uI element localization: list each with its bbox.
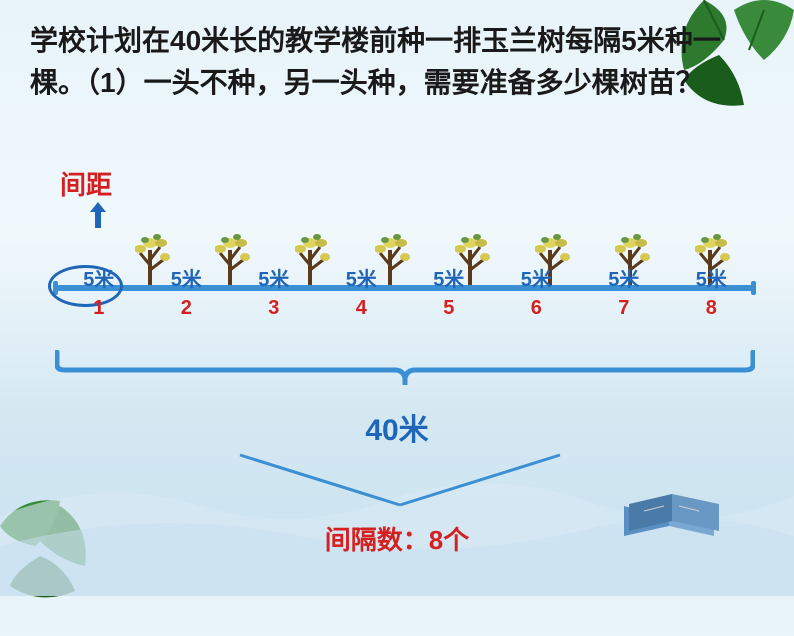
interval-value: 5米 [143,263,231,292]
interval-distance-label: 间距 [60,165,112,202]
count-labels-row: 12345678 [55,297,755,320]
triangle-bracket [230,450,570,510]
total-length-label: 40米 [0,405,794,449]
count-value: 8 [668,297,756,320]
bracket-total [55,350,755,390]
interval-count-label: 间隔数：8个 [0,520,794,557]
count-value: 6 [493,297,581,320]
interval-value: 5米 [668,263,756,292]
interval-value: 5米 [318,263,406,292]
count-value: 5 [405,297,493,320]
count-value: 3 [230,297,318,320]
interval-value: 5米 [55,263,143,292]
interval-value: 5米 [580,263,668,292]
interval-value: 5米 [405,263,493,292]
count-value: 1 [55,297,143,320]
problem-text: 学校计划在40米长的教学楼前种一排玉兰树每隔5米种一棵。（1）一头不种，另一头种… [30,20,764,104]
interval-value: 5米 [230,263,318,292]
interval-labels-row: 5米5米5米5米5米5米5米5米 [55,263,755,292]
count-value: 7 [580,297,668,320]
tree-diagram: 5米5米5米5米5米5米5米5米 12345678 [40,225,760,345]
count-value: 4 [318,297,406,320]
count-value: 2 [143,297,231,320]
interval-value: 5米 [493,263,581,292]
